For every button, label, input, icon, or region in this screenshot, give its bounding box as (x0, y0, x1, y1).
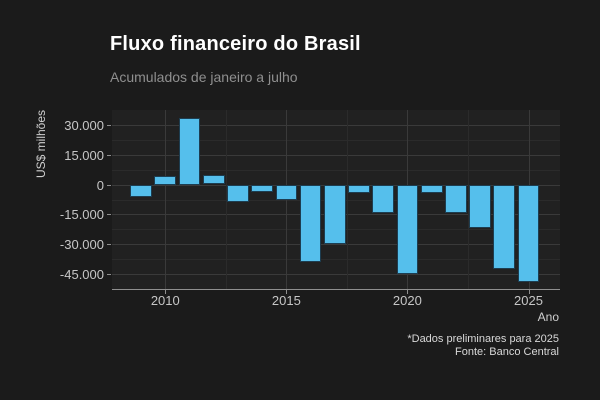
y-tick-mark (107, 124, 111, 126)
x-tick-label: 2020 (392, 293, 422, 308)
h-gridline-major (112, 244, 560, 246)
x-tick-mark (165, 290, 167, 294)
x-tick-mark (286, 290, 288, 294)
y-tick-label: 30.000 (64, 117, 104, 133)
y-tick-label: 15.000 (64, 147, 104, 163)
h-gridline-major (112, 124, 560, 126)
bar-2012 (202, 175, 225, 185)
h-gridline-minor (112, 259, 560, 261)
v-gridline-minor (225, 110, 227, 289)
x-tick-label: 2015 (271, 293, 301, 308)
bar-2010 (154, 176, 177, 185)
bar-2016 (299, 184, 322, 262)
bar-2019 (372, 184, 395, 213)
y-tick-mark (107, 184, 111, 186)
bar-2021 (420, 184, 443, 194)
x-tick-label: 2010 (150, 293, 180, 308)
v-gridline-minor (346, 110, 348, 289)
x-tick-mark (407, 290, 409, 294)
bar-2014 (251, 184, 273, 193)
chart-title: Fluxo financeiro do Brasil (110, 33, 361, 55)
y-tick-label: -30.000 (59, 237, 104, 253)
bar-2018 (348, 184, 370, 193)
x-tick-label: 2025 (514, 293, 543, 308)
bar-2022 (445, 184, 467, 214)
y-tick-mark (107, 244, 111, 246)
x-axis-title: Ano (537, 310, 559, 324)
bar-2017 (323, 184, 346, 245)
v-gridline-minor (468, 110, 469, 289)
bar-2023 (469, 184, 491, 228)
y-tick-label: -15.000 (59, 207, 104, 223)
chart-subtitle: Acumulados de janeiro a julho (110, 69, 298, 85)
bar-2011 (178, 118, 201, 185)
bar-2015 (275, 184, 298, 201)
bar-2025 (517, 184, 540, 283)
y-tick-mark (107, 154, 111, 156)
y-tick-mark (107, 214, 111, 216)
y-tick-label: 0 (96, 177, 104, 193)
h-gridline-minor (112, 139, 560, 141)
h-gridline-minor (112, 169, 560, 171)
x-tick-mark (528, 290, 530, 294)
bar-2024 (493, 184, 516, 270)
h-gridline-major (112, 274, 560, 276)
y-tick-mark (107, 274, 111, 276)
bar-2020 (396, 184, 419, 274)
h-gridline-major (112, 154, 560, 156)
bar-2009 (130, 184, 152, 197)
caption-source: Fonte: Banco Central (455, 346, 559, 358)
v-gridline-major (165, 110, 167, 289)
bar-2013 (227, 184, 249, 202)
caption-preliminary-note: *Dados preliminares para 2025 (407, 333, 559, 345)
x-axis-line (112, 289, 560, 290)
y-tick-label: -45.000 (59, 267, 104, 283)
